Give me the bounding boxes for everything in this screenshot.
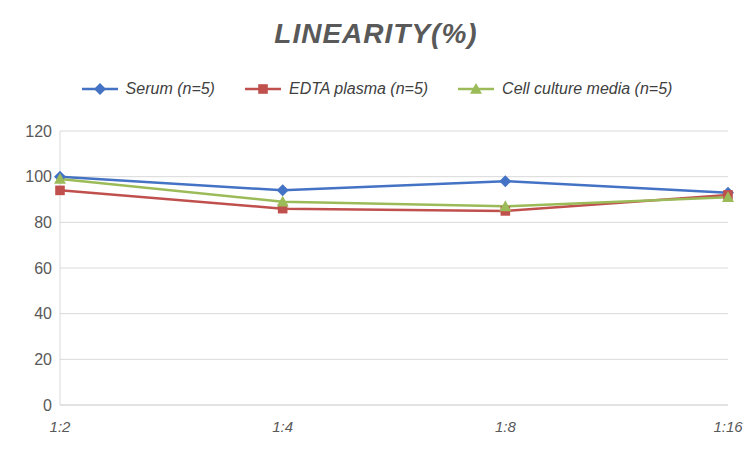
- html-text:Serum (n=5): Serum (n=5): [125, 80, 215, 97]
- svg-text:1:4: 1:4: [272, 418, 293, 435]
- html-text:LINEARITY(%): LINEARITY(%): [274, 18, 478, 49]
- svg-text:1:16: 1:16: [713, 418, 743, 435]
- svg-text:20: 20: [34, 351, 52, 368]
- svg-text:80: 80: [34, 214, 52, 231]
- svg-text:40: 40: [34, 305, 52, 322]
- svg-text:1:8: 1:8: [495, 418, 517, 435]
- svg-text:60: 60: [34, 260, 52, 277]
- svg-text:100: 100: [25, 168, 52, 185]
- svg-text:0: 0: [43, 397, 52, 414]
- html-text:EDTA plasma (n=5): EDTA plasma (n=5): [289, 80, 429, 97]
- html-text:Cell culture media (n=5): Cell culture media (n=5): [502, 80, 673, 97]
- svg-text:120: 120: [25, 123, 52, 140]
- svg-text:1:2: 1:2: [50, 418, 72, 435]
